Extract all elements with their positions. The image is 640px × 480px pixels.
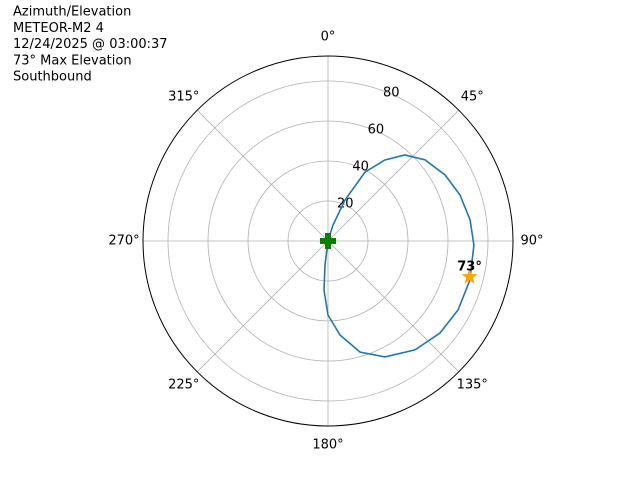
title-line: Azimuth/Elevation — [13, 5, 131, 20]
theta-tick-label: 225° — [168, 378, 199, 393]
theta-tick-label: 135° — [457, 378, 488, 393]
title-line: 73° Max Elevation — [13, 53, 132, 68]
r-tick-label: 40 — [352, 160, 369, 175]
title-line: Southbound — [13, 70, 92, 85]
angular-grid-line — [196, 109, 329, 242]
polar-frame — [142, 55, 514, 427]
theta-tick-label: 315° — [168, 89, 199, 104]
trajectory-line — [323, 154, 475, 358]
radial-grid-circle — [167, 80, 489, 402]
theta-tick-label: 90° — [520, 234, 543, 249]
r-tick-label: 60 — [368, 123, 385, 138]
theta-tick-label: 270° — [108, 234, 139, 249]
radial-grid-circle — [207, 120, 449, 362]
start-marker — [320, 233, 336, 249]
theta-tick-label: 180° — [312, 438, 343, 453]
title-line: 12/24/2025 @ 03:00:37 — [13, 37, 168, 52]
title-line: METEOR-M2 4 — [13, 21, 104, 36]
max-elevation-label: 73° — [457, 259, 482, 274]
max-elevation-marker — [461, 268, 478, 284]
angular-grid-line — [327, 240, 460, 373]
angular-grid-line — [196, 240, 329, 373]
angular-grid-line — [327, 109, 460, 242]
r-tick-label: 80 — [383, 86, 400, 101]
theta-tick-label: 0° — [321, 30, 336, 45]
radial-grid-circle — [247, 160, 409, 322]
radial-grid-circle — [287, 200, 369, 282]
theta-tick-label: 45° — [461, 89, 484, 104]
